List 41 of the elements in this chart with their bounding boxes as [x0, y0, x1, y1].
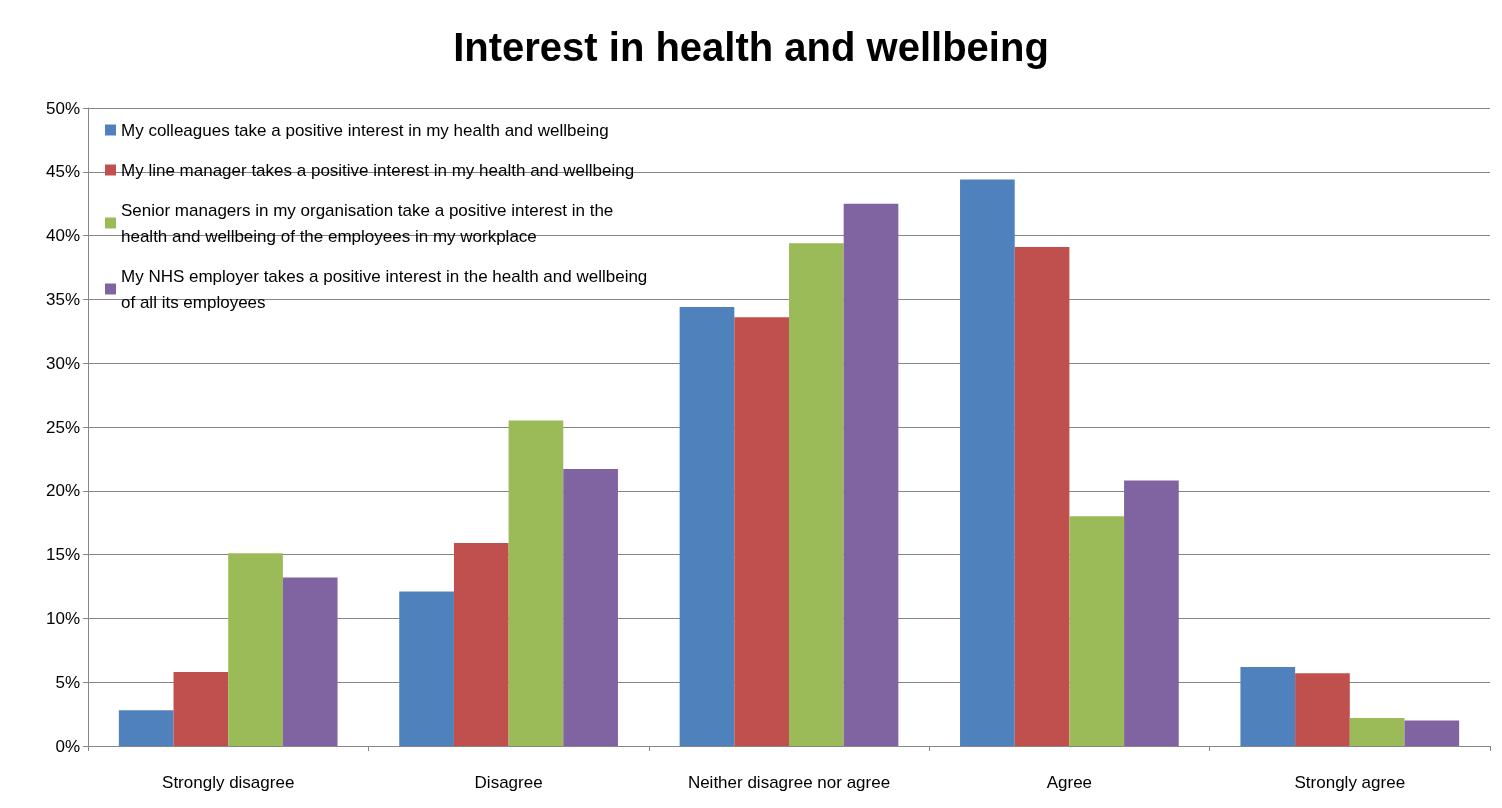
y-tick-label: 45% — [45, 162, 80, 182]
bar — [282, 577, 338, 746]
bar — [1124, 480, 1179, 746]
x-tick-label: Strongly disagree — [162, 773, 295, 792]
bar — [453, 543, 509, 746]
chart-title: Interest in health and wellbeing — [453, 25, 1049, 69]
y-tick-label: 35% — [45, 289, 80, 309]
legend-label: My NHS employer takes a positive interest in the health and wellbeing of all its employees — [121, 266, 653, 312]
bar — [734, 317, 789, 746]
x-tick-label: Disagree — [474, 773, 543, 792]
y-tick-label: 5% — [55, 672, 80, 692]
bar — [399, 591, 454, 746]
y-tick-label: 25% — [45, 417, 80, 437]
bar — [843, 203, 899, 746]
bar — [1014, 247, 1070, 746]
legend-label: Senior managers in my organisation take a positive interest in the health and wellbeing of the employees in my workplace — [121, 200, 619, 246]
bar — [563, 469, 618, 746]
y-tick-label: 40% — [45, 226, 80, 246]
y-tick-label: 20% — [45, 481, 80, 501]
bar — [173, 671, 229, 746]
legend-label: My colleagues take a positive interest in my health and wellbeing — [121, 120, 609, 140]
x-tick-label: Agree — [1046, 773, 1093, 792]
bar — [118, 710, 174, 746]
y-tick-label: 0% — [55, 736, 80, 756]
y-tick-label: 30% — [45, 353, 80, 373]
bar — [789, 243, 844, 746]
bar — [508, 420, 564, 746]
x-tick-label: Neither disagree nor agree — [687, 773, 891, 792]
legend-label: My line manager takes a positive interest in my health and wellbeing — [121, 160, 635, 180]
y-tick-label: 10% — [45, 608, 80, 628]
bar — [228, 553, 283, 746]
x-tick-label: Strongly agree — [1294, 773, 1406, 792]
bar — [1240, 666, 1296, 746]
bar — [1069, 516, 1125, 746]
bar — [1349, 717, 1405, 746]
bar — [960, 179, 1015, 746]
bar — [1404, 720, 1460, 746]
bar — [679, 307, 735, 746]
y-tick-label: 50% — [45, 98, 80, 118]
y-tick-label: 15% — [45, 545, 80, 565]
bar — [1295, 673, 1350, 746]
